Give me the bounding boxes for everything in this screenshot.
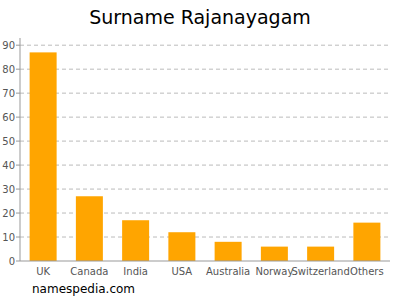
tick-label: 70 bbox=[2, 88, 15, 99]
category-label: Others bbox=[350, 266, 384, 277]
x-axis bbox=[20, 261, 390, 262]
grid-line bbox=[20, 141, 390, 142]
category-label: Norway bbox=[255, 266, 293, 277]
tick-label: 10 bbox=[2, 232, 15, 243]
title: Surname Rajanayagam bbox=[89, 6, 311, 28]
tick-label: 40 bbox=[2, 160, 15, 171]
category-label: USA bbox=[172, 266, 193, 277]
bar bbox=[122, 220, 149, 261]
grid-line bbox=[20, 93, 390, 94]
grid-line bbox=[20, 165, 390, 166]
category-label: UK bbox=[36, 266, 50, 277]
tick-label: 20 bbox=[2, 208, 15, 219]
tick-mark bbox=[16, 189, 20, 190]
bar bbox=[168, 232, 195, 261]
bar bbox=[307, 247, 334, 261]
tick-label: 90 bbox=[2, 40, 15, 51]
tick-label: 0 bbox=[9, 256, 15, 267]
bars bbox=[30, 52, 381, 261]
y-axis bbox=[20, 38, 21, 261]
tick-mark bbox=[16, 117, 20, 118]
tick-mark bbox=[16, 165, 20, 166]
tick-label: 50 bbox=[2, 136, 15, 147]
tick-mark bbox=[16, 45, 20, 46]
tick-label: 30 bbox=[2, 184, 15, 195]
annotation: namespedia.com bbox=[32, 282, 135, 296]
category-label: Australia bbox=[206, 266, 250, 277]
grid-line bbox=[20, 213, 390, 214]
bar bbox=[215, 242, 242, 261]
bar bbox=[76, 196, 103, 261]
tick-mark bbox=[16, 69, 20, 70]
grid-line bbox=[20, 117, 390, 118]
grid-line bbox=[20, 237, 390, 238]
tick-mark bbox=[16, 237, 20, 238]
tick-label: 80 bbox=[2, 64, 15, 75]
category-label: Switzerland bbox=[291, 266, 349, 277]
tick-mark bbox=[16, 141, 20, 142]
bar bbox=[261, 247, 288, 261]
tick-mark bbox=[16, 213, 20, 214]
category-label: Canada bbox=[70, 266, 108, 277]
category-label: India bbox=[123, 266, 148, 277]
grid-line bbox=[20, 45, 390, 46]
bar bbox=[353, 223, 380, 261]
chart-svg: Surname Rajanayagam 0 10 20 30 40 50 60 70 80 90 UK… bbox=[0, 0, 400, 300]
chart-container: Surname Rajanayagam 0 10 20 30 40 50 60 70 80 90 UK… bbox=[0, 0, 400, 300]
tick-label: 60 bbox=[2, 112, 15, 123]
tick-mark bbox=[16, 93, 20, 94]
grid-line bbox=[20, 69, 390, 70]
grid-line bbox=[20, 189, 390, 190]
bar bbox=[30, 52, 57, 261]
tick-mark bbox=[16, 261, 20, 262]
